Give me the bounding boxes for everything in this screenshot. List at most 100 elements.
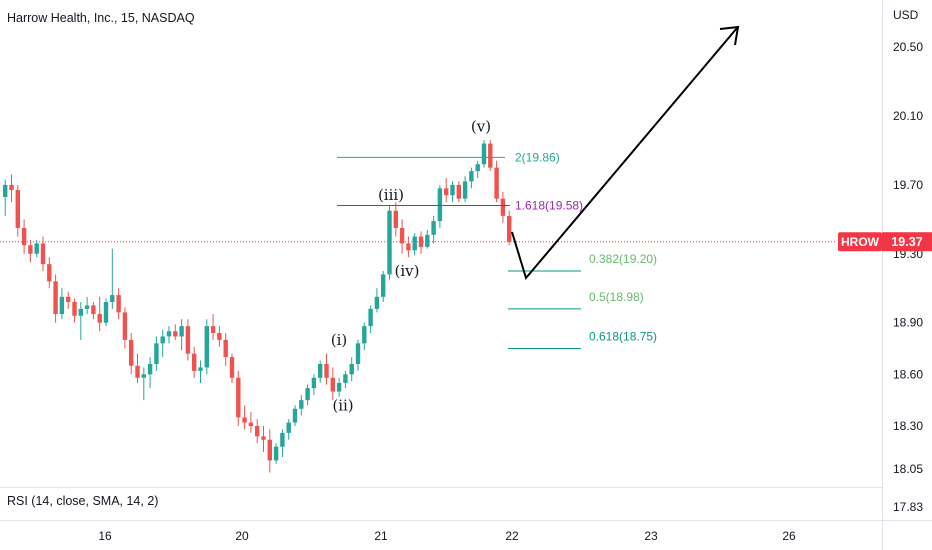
fib-extension-label: 1.618(19.58) [515,199,583,213]
projection-path[interactable] [511,27,738,281]
candle-body [3,184,8,197]
rsi-indicator-label[interactable]: RSI (14, close, SMA, 14, 2) [7,494,158,508]
symbol-tag: HROW [841,235,880,249]
candle-body [223,339,228,358]
candle-body [318,364,323,378]
candle-body [78,308,83,316]
candle-body [129,339,134,366]
time-tick-label: 23 [644,529,658,543]
price-tick-label: 18.30 [893,419,923,433]
price-tag-bg [882,232,932,252]
candle-body [103,302,109,323]
candle-body [355,343,361,364]
fib-retracement-label: 0.5(18.98) [589,290,644,304]
candle-body [381,274,386,297]
fib-retracement-label: 0.618(18.75) [589,330,657,344]
candle-body [399,227,405,244]
wave-label: (iii) [378,186,404,204]
price-tick-label: 17.83 [893,500,923,514]
candle-body [406,243,411,251]
candle-body [40,243,46,265]
candle-body [330,377,335,392]
price-tag: 19.37 [891,235,922,249]
time-tick-label: 21 [374,529,388,543]
projection-arrow[interactable] [511,25,740,281]
time-axis[interactable]: 16 20 21 22 23 26 [98,529,796,543]
candle-body [229,357,235,378]
candle-body [236,377,241,418]
elliott-wave-labels[interactable]: (i) (ii) (iii) (iv) (v) [331,117,491,414]
chart-title: Harrow Health, Inc., 15, NASDAQ [7,11,195,25]
fib-extension-label: 2(19.86) [515,150,560,164]
candle-body [91,305,96,315]
candle-body [462,181,468,199]
fibonacci-tools[interactable]: 2(19.86) 1.618(19.58) 0.382(19.20) 0.5(18.9… [337,150,657,349]
candle-body [110,295,115,302]
candle-body [475,164,480,172]
candle-body [261,436,266,440]
arrow-head-icon [719,25,740,46]
candle-body [28,245,33,254]
candle-body [418,236,424,247]
price-tick-label: 18.60 [893,367,923,381]
candle-body [494,167,499,199]
price-axis[interactable]: 20.5020.1019.7019.3018.9018.6018.3018.05… [893,40,923,514]
candle-body [431,221,436,235]
candle-body [116,295,121,313]
candle-body [299,400,304,409]
candle-body [425,234,430,247]
time-tick-label: 26 [782,529,796,543]
wave-label: (iv) [395,262,420,280]
candle-body [324,364,329,378]
candle-body [311,377,317,389]
fib-retracement-label: 0.382(19.20) [589,252,657,266]
candle-body [185,326,191,354]
candle-body [255,426,260,437]
candle-body [192,353,197,371]
candle-body [47,264,52,282]
candle-body [292,408,298,423]
price-tick-label: 18.05 [893,462,923,476]
candle-body [166,331,172,337]
wave-label: (i) [331,331,348,349]
candle-body [336,382,342,392]
time-tick-label: 16 [98,529,112,543]
candle-body [210,326,216,333]
candle-body [305,388,310,401]
candle-body [135,365,140,378]
candle-body [21,227,27,246]
candle-body [507,215,512,242]
candle-body [387,210,392,275]
candle-body [343,374,348,383]
candle-body [141,374,146,378]
candle-body [122,312,128,340]
time-tick-label: 22 [505,529,519,543]
wave-label: (v) [471,117,491,135]
candle-body [66,296,71,302]
candle-body [59,296,65,315]
candle-body [437,188,443,222]
price-tick-label: 19.70 [893,178,923,192]
candle-body [393,210,398,228]
candle-body [286,422,291,433]
wave-label: (ii) [332,396,353,414]
candle-body [72,302,77,316]
candle-body [488,143,493,168]
candle-body [280,432,285,447]
price-tick-label: 18.90 [893,316,923,330]
candle-body [444,188,449,196]
currency-label: USD [893,8,919,22]
candle-body [481,143,487,165]
candle-body [450,184,455,196]
candle-body [173,331,178,337]
candle-body [248,422,254,426]
candle-body [368,308,373,327]
symbol-tag-bg [838,232,882,252]
time-tick-label: 20 [235,529,249,543]
candle-body [160,336,165,344]
candle-body [15,190,20,228]
candle-body [147,364,153,375]
candle-body [412,236,417,251]
candle-body [267,439,272,461]
